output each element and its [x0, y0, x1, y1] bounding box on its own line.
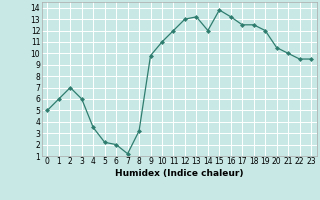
X-axis label: Humidex (Indice chaleur): Humidex (Indice chaleur) — [115, 169, 244, 178]
